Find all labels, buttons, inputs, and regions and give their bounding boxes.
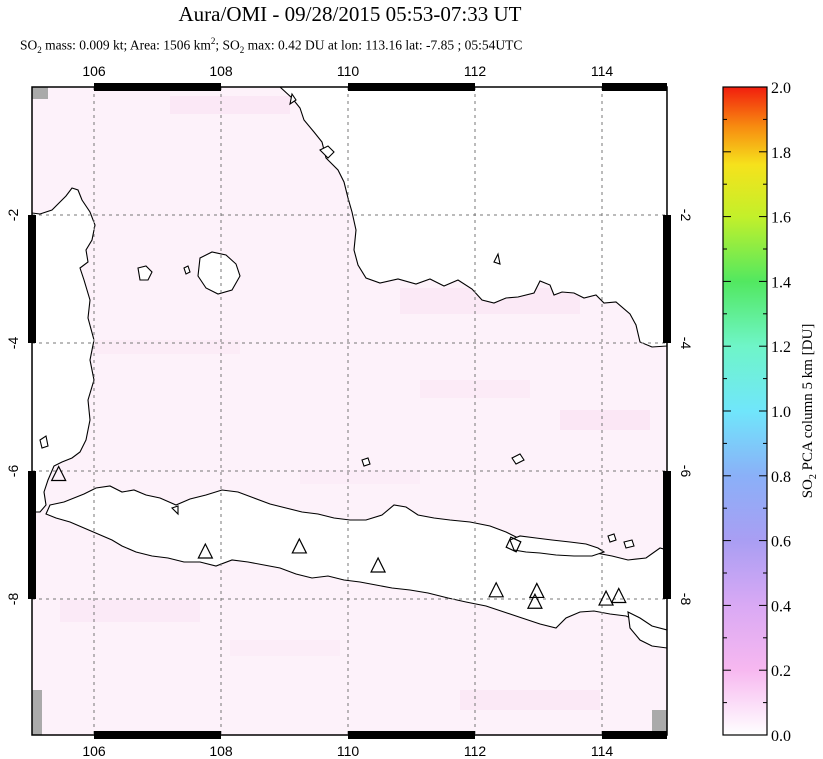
karimunjawa-island: [511, 453, 525, 465]
colorbar-ticks: 0.0 0.2 0.4 0.6 0.8 1.0 1.2 1.4 1.6 1.8 2.0: [723, 80, 791, 745]
lon-tick: 114: [591, 743, 614, 759]
sumatra-land: [32, 187, 96, 513]
lon-tick: 112: [464, 63, 487, 79]
map-subtitle: SO2 mass: 0.009 kt; Area: 1506 km2; SO2 …: [20, 36, 523, 56]
max-location-marker: [505, 536, 522, 553]
colorbar-tick-label: 1.2: [771, 339, 791, 356]
lat-tick: -8: [5, 593, 21, 606]
colorbar: 0.0 0.2 0.4 0.6 0.8 1.0 1.2 1.4 1.6 1.8 2.0 SO2 PC…: [722, 80, 819, 745]
lat-tick: -6: [678, 465, 694, 478]
map-frame: [28, 83, 671, 739]
no-data-patch: [32, 87, 48, 99]
colorbar-tick-label: 0.0: [771, 728, 791, 745]
lon-tick: 110: [337, 63, 360, 79]
colorbar-tick-label: 1.0: [771, 404, 791, 421]
lat-tick: -4: [678, 337, 694, 350]
colorbar-label: SO2 PCA column 5 km [DU]: [800, 324, 819, 499]
lon-tick: 108: [209, 743, 233, 759]
java-land: [45, 485, 667, 641]
colorbar-tick-label: 1.8: [771, 145, 791, 162]
lat-tick: -8: [678, 593, 694, 606]
small-island: [607, 533, 617, 543]
lon-tick: 110: [337, 743, 360, 759]
borneo-land: [279, 87, 667, 348]
volcano-marker: [291, 537, 308, 554]
colorbar-tick-label: 0.4: [771, 598, 791, 615]
colorbar-tick-label: 0.2: [771, 663, 791, 680]
lat-ticks-right: -2 -4 -6 -8: [678, 209, 694, 606]
volcano-marker: [370, 556, 387, 573]
belitung-land: [137, 265, 153, 281]
bali-land: [627, 611, 667, 649]
colorbar-tick-label: 1.6: [771, 210, 791, 227]
coastlines: [32, 87, 667, 649]
small-island: [289, 92, 297, 106]
lon-ticks-bottom: 106 108 110 112 114: [82, 743, 613, 759]
volcano-marker: [50, 465, 67, 482]
small-island: [319, 145, 335, 159]
small-island: [623, 539, 635, 549]
no-data-patch: [32, 690, 42, 735]
graticule: [32, 87, 667, 735]
lat-tick: -4: [5, 337, 21, 350]
lon-tick: 112: [464, 743, 487, 759]
lon-tick: 114: [591, 63, 614, 79]
colorbar-tick-label: 0.6: [771, 534, 791, 551]
no-data-patch: [652, 710, 667, 735]
lon-tick: 108: [209, 63, 233, 79]
volcano-marker: [526, 592, 543, 609]
lon-ticks-top: 106 108 110 112 114: [82, 63, 613, 79]
lat-ticks-left: -2 -4 -6 -8: [5, 209, 21, 606]
volcano-marker: [197, 542, 214, 559]
small-island: [183, 265, 191, 275]
map-title: Aura/OMI - 09/28/2015 05:53-07:33 UT: [178, 2, 522, 26]
small-island: [493, 252, 501, 265]
small-island: [170, 505, 179, 516]
madura-land: [509, 535, 606, 557]
lon-tick: 106: [82, 63, 106, 79]
volcano-layer: [50, 465, 627, 609]
colorbar-tick-label: 2.0: [771, 80, 791, 97]
lon-tick: 106: [82, 743, 106, 759]
lat-tick: -2: [5, 209, 21, 222]
colorbar-tick-label: 1.4: [771, 274, 791, 291]
colorbar-tick-label: 0.8: [771, 469, 791, 486]
lat-tick: -6: [5, 465, 21, 478]
volcano-marker: [488, 581, 505, 598]
volcano-marker: [598, 589, 615, 606]
small-island: [39, 435, 49, 449]
lat-tick: -2: [678, 209, 694, 222]
volcano-marker: [610, 587, 627, 604]
bangka-land: [197, 251, 241, 295]
bawean-island: [361, 457, 371, 467]
